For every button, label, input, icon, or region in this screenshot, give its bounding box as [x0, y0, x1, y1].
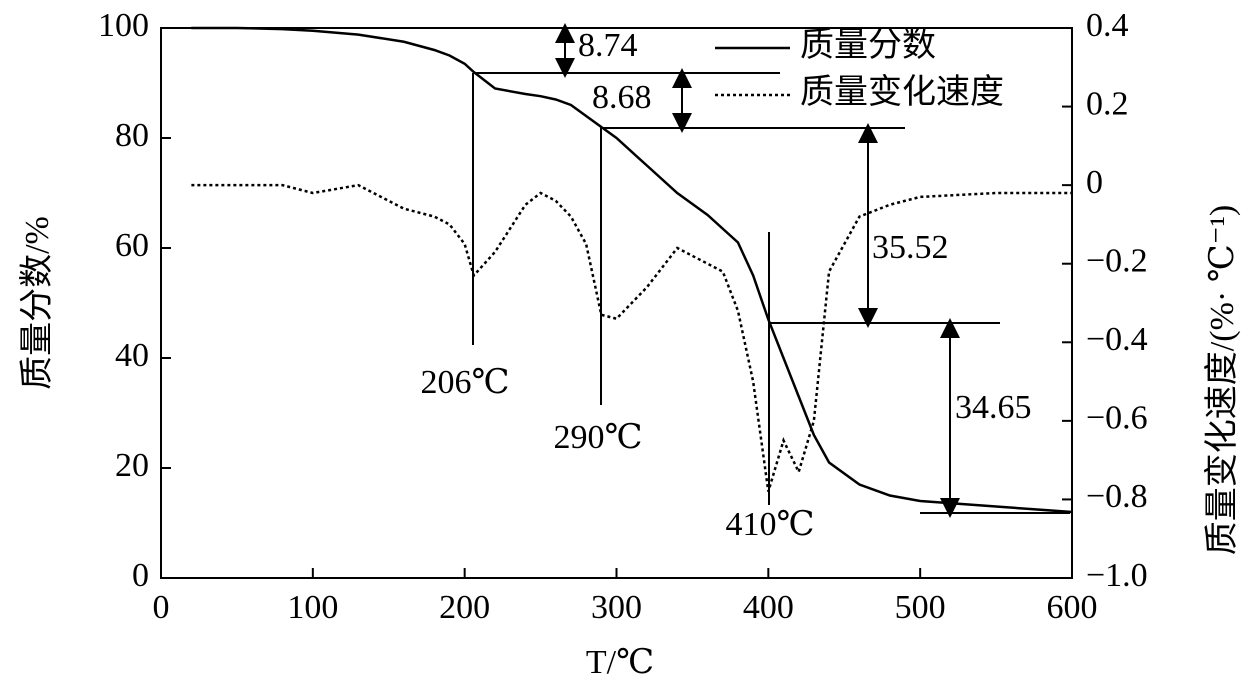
annotation: 290℃: [553, 419, 642, 456]
annotation: 8.74: [578, 27, 638, 64]
y2-tick-label: 0.4: [1086, 7, 1129, 44]
y-tick-label: 20: [115, 447, 149, 484]
x-tick-label: 500: [895, 589, 946, 626]
annotation: 410℃: [725, 506, 814, 543]
y2-tick-label: −0.2: [1086, 243, 1148, 280]
x-tick-label: 0: [153, 589, 170, 626]
annotation: 34.65: [955, 389, 1032, 426]
y-tick-label: 80: [115, 117, 149, 154]
x-tick-label: 300: [591, 589, 642, 626]
x-tick-label: 100: [287, 589, 338, 626]
x-axis-label: T/℃: [586, 644, 654, 681]
y-tick-label: 60: [115, 227, 149, 264]
legend-label: 质量变化速度: [800, 73, 1004, 111]
y-tick-label: 0: [132, 557, 149, 594]
y-axis-label: 质量分数/%: [18, 216, 56, 390]
y2-axis-label: 质量变化速度/(%· ℃⁻¹): [1203, 205, 1241, 555]
series-line: [191, 26, 1073, 514]
x-tick-label: 400: [743, 589, 794, 626]
annotation: 35.52: [872, 229, 949, 266]
y2-tick-label: −1.0: [1086, 557, 1148, 594]
y-tick-label: 100: [98, 7, 149, 44]
y2-tick-label: −0.6: [1086, 400, 1148, 437]
y2-tick-label: 0.2: [1086, 85, 1129, 122]
y2-tick-label: −0.8: [1086, 478, 1148, 515]
y2-tick-label: −0.4: [1086, 321, 1148, 358]
x-tick-label: 200: [439, 589, 490, 626]
y2-tick-label: 0: [1086, 164, 1103, 201]
y-tick-label: 40: [115, 337, 149, 374]
legend-label: 质量分数: [800, 26, 936, 64]
annotation: 206℃: [420, 364, 509, 401]
series-line: [191, 183, 1072, 492]
annotation: 8.68: [592, 79, 652, 116]
x-tick-label: 600: [1047, 589, 1098, 626]
annotations: 8.74 8.68 35.52 34.65 206℃ 290℃ 410℃: [190, 22, 1070, 543]
